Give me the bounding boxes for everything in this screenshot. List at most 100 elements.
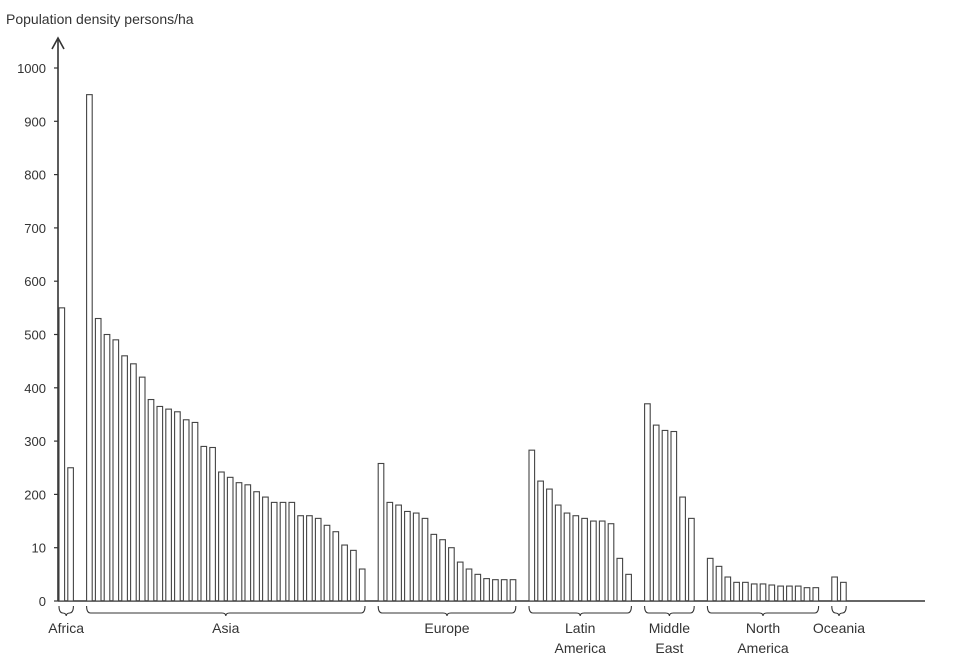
bar [262,496,269,602]
bar [165,408,172,602]
bar [182,419,190,602]
group-brace [58,605,74,617]
bar [94,317,102,602]
bar [733,581,740,602]
bar [670,430,678,602]
group-label: Middle East [649,620,690,656]
bar [288,501,296,602]
y-tick-label: 400 [24,381,46,396]
y-tick-label: 10 [32,541,46,556]
group-brace [528,605,632,617]
group-brace [831,605,847,617]
bar [67,467,74,602]
bar [768,584,776,602]
bar [430,533,438,602]
group-label: Latin America [555,620,607,656]
bar [812,587,820,602]
group-brace [377,605,517,617]
bar [554,504,562,602]
bar [404,510,411,602]
bar [492,579,499,602]
bar [509,579,517,602]
bar [786,585,793,602]
bar [306,515,313,602]
bar [625,573,632,602]
bar [777,585,784,602]
bar [439,539,446,602]
bar [86,94,93,602]
bar [297,515,304,602]
bar [803,587,811,602]
y-tick-label: 1000 [17,61,46,76]
bar [644,403,651,602]
bar [130,363,137,602]
bar [350,549,357,602]
y-tick-label: 900 [24,114,46,129]
bar [103,333,111,602]
bar [652,424,660,602]
bar [483,578,490,602]
bar [358,568,366,602]
bar [395,504,402,602]
group-label: Europe [424,620,469,636]
bar [598,520,606,602]
bar [831,576,838,602]
group-label: Asia [212,620,239,636]
group-brace [644,605,695,617]
bar [412,512,420,602]
bar [156,405,164,602]
bar [590,520,597,602]
bar [386,501,394,602]
bar [218,471,225,602]
bar [270,501,278,602]
bar [377,462,385,602]
bar [750,583,758,602]
group-label: North America [737,620,789,656]
y-tick-label: 600 [24,274,46,289]
bar [200,445,208,602]
bar [332,531,340,602]
y-tick-label: 800 [24,168,46,183]
bar [58,307,66,602]
bar [465,568,473,602]
group-label: Oceania [813,620,865,636]
group-brace [706,605,820,617]
group-brace [86,605,366,617]
bar [456,561,464,602]
bar [421,517,429,602]
bar [323,524,331,602]
bar [174,411,181,602]
group-label: Africa [48,620,84,636]
y-tick-label: 500 [24,328,46,343]
bar [563,512,571,602]
y-tick-label: 700 [24,221,46,236]
y-tick-label: 200 [24,487,46,502]
bar [474,573,482,602]
bar [341,544,348,602]
bar [759,583,767,602]
bar [715,565,723,602]
bar [537,480,544,602]
bar [209,446,216,602]
bar [244,484,252,602]
bar [279,501,287,602]
bar [607,523,615,602]
bar [112,339,120,602]
bar [572,515,580,602]
bar [121,355,128,602]
bar [581,517,588,602]
y-axis-label: Population density persons/ha [6,11,194,27]
bar [191,421,199,602]
bar [138,376,146,602]
bar [724,576,732,602]
bar [253,491,260,602]
bar [688,517,695,602]
bar [448,547,455,602]
bar [679,496,686,602]
bar [661,429,669,602]
bar [616,557,624,602]
bar [235,482,243,602]
bar [742,581,749,602]
y-tick-label: 0 [39,594,46,609]
